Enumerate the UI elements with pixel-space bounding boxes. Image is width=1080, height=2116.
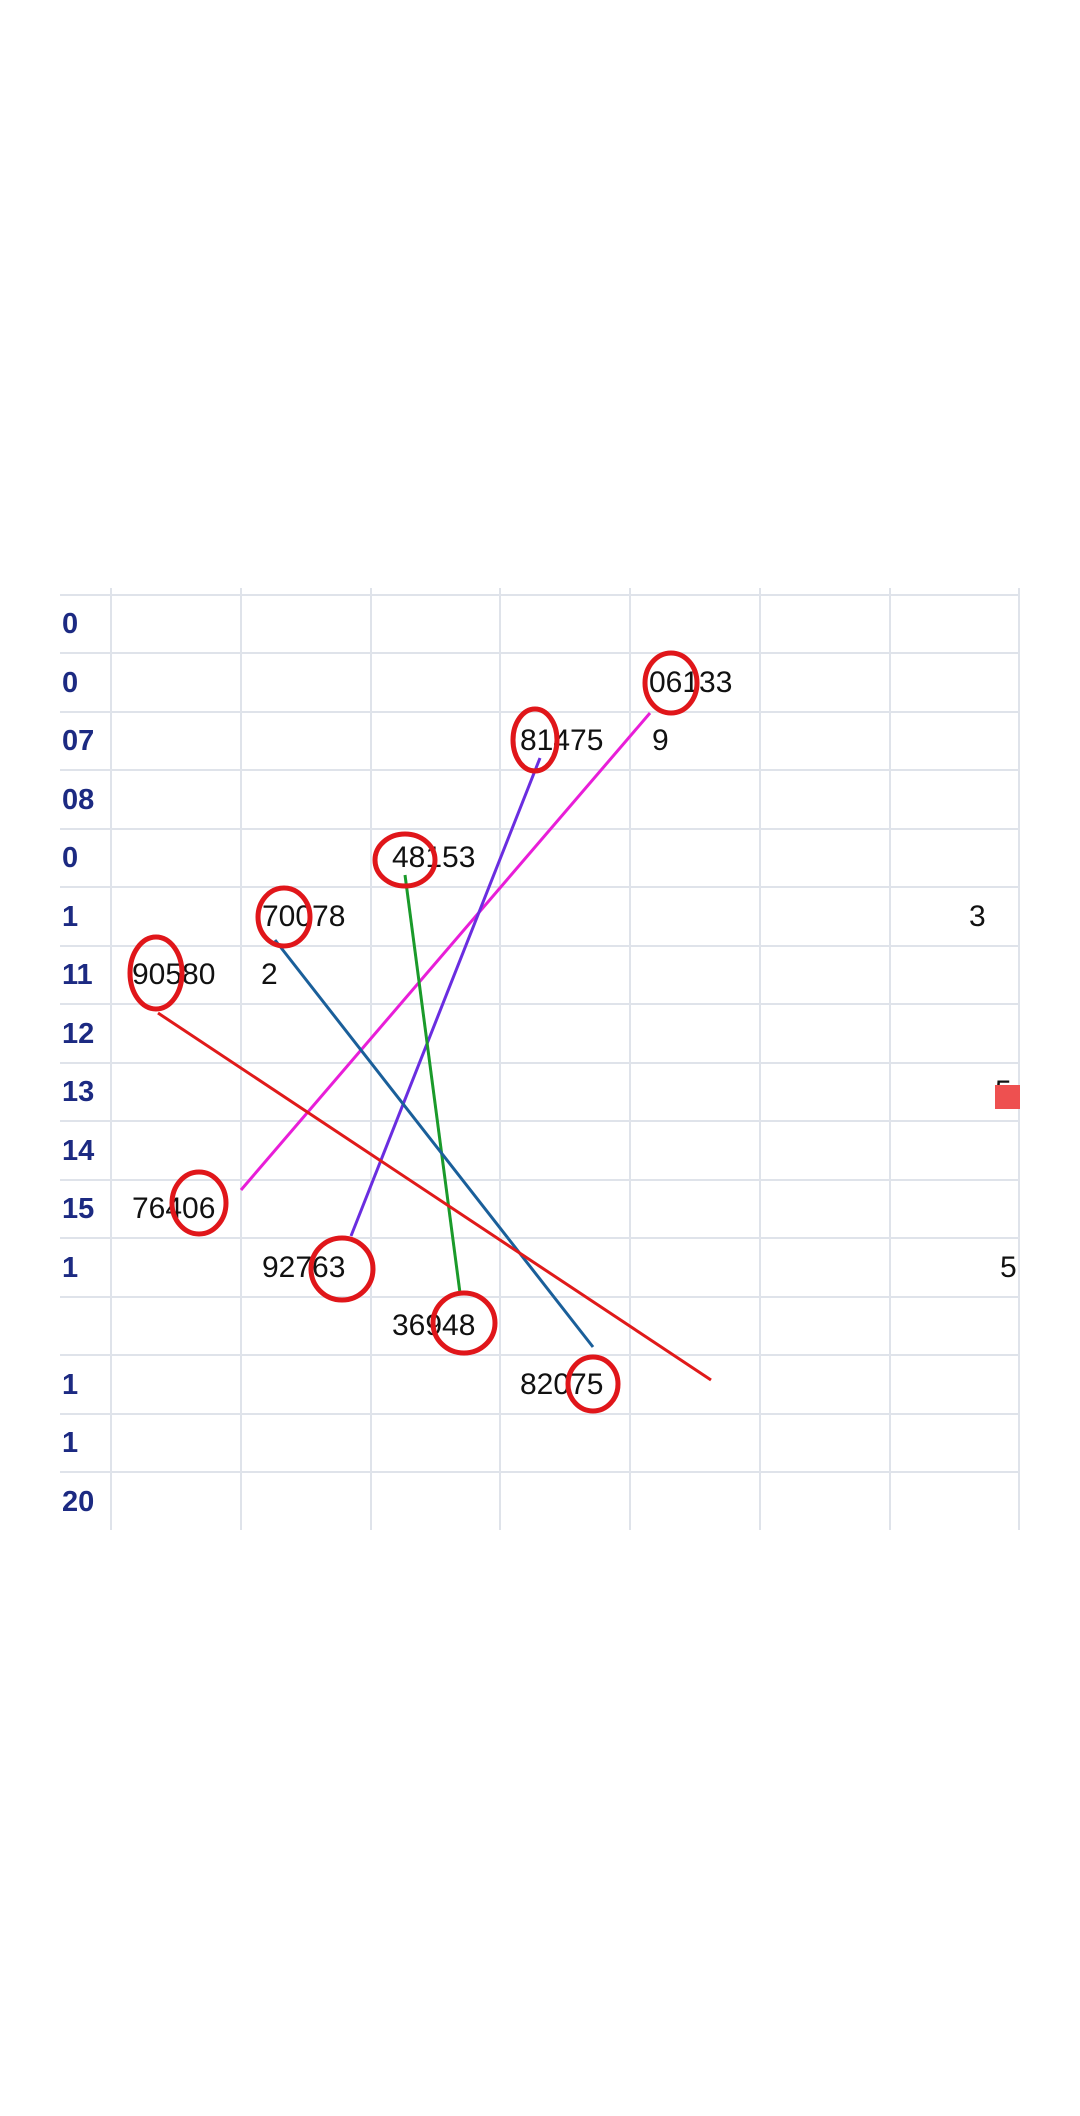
row-label: 0 xyxy=(62,842,79,874)
digit-fragment: 2 xyxy=(261,958,278,991)
row-label: 20 xyxy=(62,1486,95,1518)
row-label: 15 xyxy=(62,1193,95,1225)
number-76406: 76406 xyxy=(132,1192,216,1225)
row-label: 11 xyxy=(62,959,93,991)
number-90580: 90580 xyxy=(132,958,216,991)
row-label: 08 xyxy=(62,784,95,816)
row-label: 0 xyxy=(62,608,79,640)
row-label: 0 xyxy=(62,667,79,699)
number-48153: 48153 xyxy=(392,841,476,874)
row-label: 1 xyxy=(62,1427,79,1459)
row-label: 1 xyxy=(62,1369,79,1401)
row-label: 1 xyxy=(62,1252,79,1284)
number-81475: 81475 xyxy=(520,724,604,757)
row-label: 07 xyxy=(62,725,95,757)
number-82075: 82075 xyxy=(520,1368,604,1401)
number-92763: 92763 xyxy=(262,1251,346,1284)
number-36948: 36948 xyxy=(392,1309,476,1342)
digit-fragment: 5 xyxy=(1000,1251,1017,1284)
digit-fragment: 9 xyxy=(652,724,669,757)
row-label: 14 xyxy=(62,1135,95,1167)
row-label: 12 xyxy=(62,1018,95,1050)
number-06133: 06133 xyxy=(649,666,733,699)
digit-fragment: 3 xyxy=(969,900,986,933)
number-70078: 70078 xyxy=(262,900,346,933)
row-label: 1 xyxy=(62,901,79,933)
highlighted-cell-marker xyxy=(995,1085,1020,1109)
row-label: 13 xyxy=(62,1076,95,1108)
